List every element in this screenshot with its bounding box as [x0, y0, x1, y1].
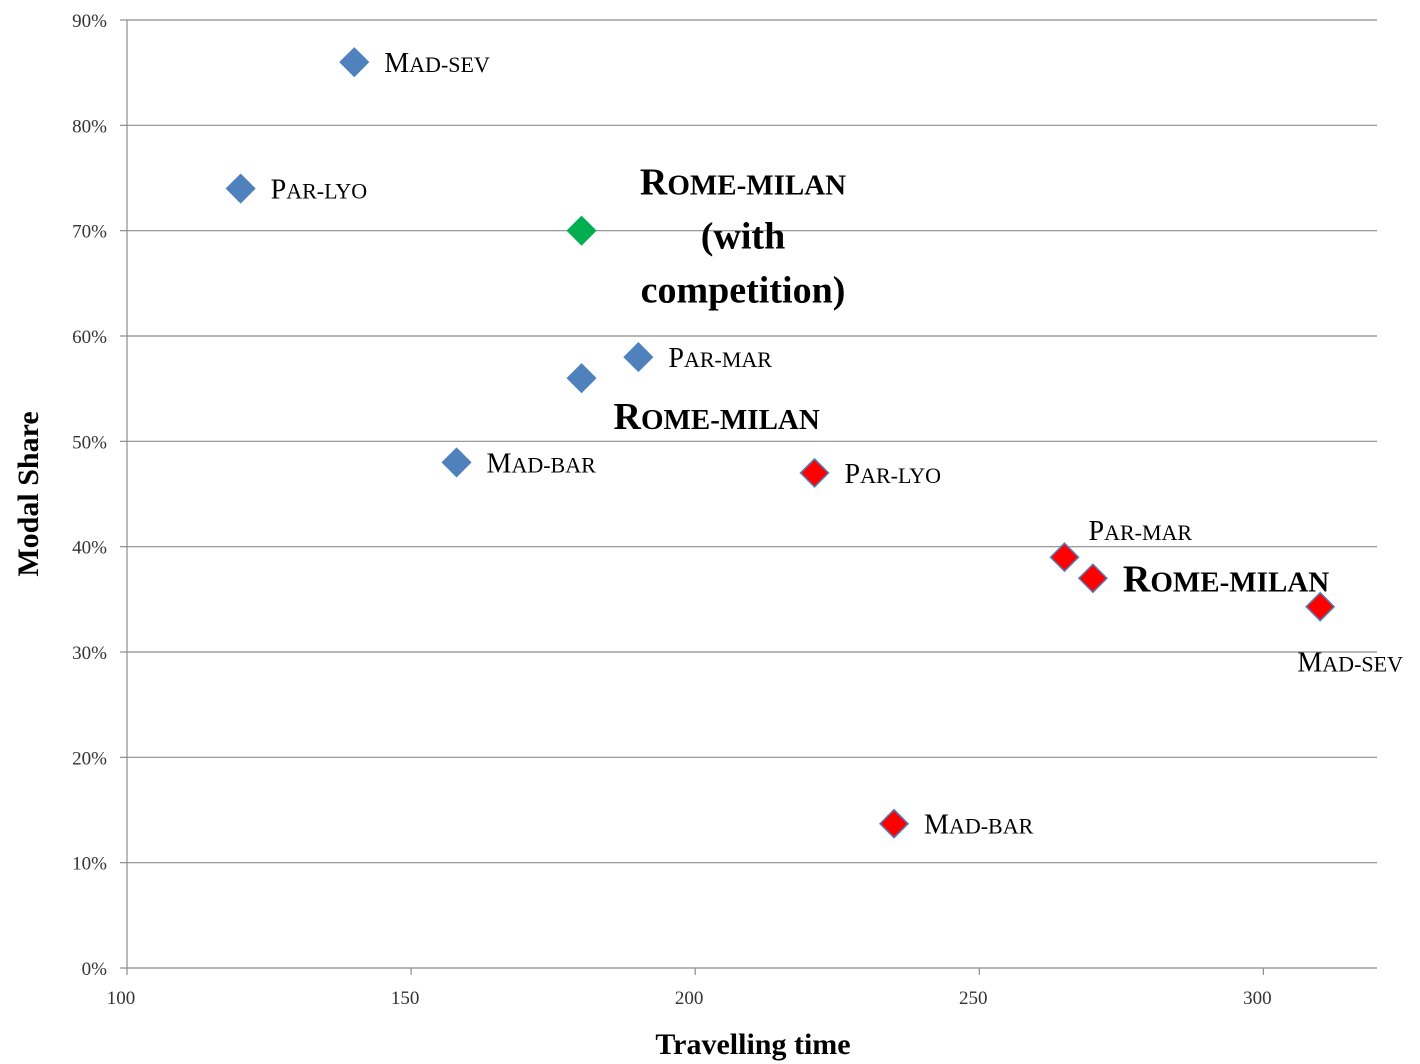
- data-point: [799, 457, 830, 488]
- y-tick-label: 10%: [72, 854, 107, 875]
- data-label: MAD-SEV: [384, 48, 490, 79]
- data-labels: MAD-SEV PAR-LYO PAR-MAR ROME-MILAN MAD-BAR RO…: [271, 48, 1403, 841]
- data-label: PAR-MAR: [668, 343, 772, 374]
- data-label: PAR-LYO: [271, 175, 367, 206]
- x-tick-label: 200: [675, 988, 704, 1009]
- x-tick-label: 300: [1243, 988, 1272, 1009]
- data-point: [339, 47, 370, 78]
- data-point: [1049, 542, 1080, 573]
- data-point: [566, 363, 597, 394]
- x-tick-label: 150: [391, 988, 420, 1009]
- data-point: [441, 447, 472, 478]
- data-points: [225, 47, 1336, 839]
- data-label: ROME-MILAN (with competition): [640, 162, 846, 312]
- x-axis-title: Travelling time: [655, 1028, 850, 1061]
- x-tick-label: 100: [107, 988, 136, 1009]
- data-point: [878, 808, 910, 839]
- data-label: MAD-BAR: [487, 448, 597, 479]
- axes: [120, 19, 1377, 975]
- y-tick-label: 50%: [72, 432, 107, 453]
- y-tick-label: 20%: [72, 748, 107, 769]
- data-point: [566, 215, 597, 246]
- data-point: [1077, 563, 1108, 594]
- data-label: PAR-LYO: [845, 459, 941, 490]
- y-tick-label: 60%: [72, 327, 107, 348]
- data-point: [225, 173, 256, 204]
- data-label: ROME-MILAN: [1123, 558, 1329, 600]
- data-label: MAD-SEV: [1297, 648, 1403, 679]
- y-tick-label: 80%: [72, 116, 107, 137]
- data-label: MAD-BAR: [924, 810, 1034, 841]
- x-tick-label: 250: [959, 988, 988, 1009]
- data-point: [623, 342, 654, 373]
- data-point: [1305, 591, 1336, 622]
- y-axis-title: Modal Share: [12, 411, 45, 576]
- y-tick-label: 90%: [72, 11, 107, 32]
- gridlines: [127, 19, 1377, 864]
- data-label: ROME-MILAN: [614, 396, 820, 438]
- y-tick-label: 40%: [72, 538, 107, 559]
- y-tick-label: 30%: [72, 643, 107, 664]
- tick-labels: 0% 10% 20% 30% 40% 50% 60% 70% 80% 90% 100 150 200 25…: [72, 11, 1271, 1009]
- y-tick-label: 70%: [72, 222, 107, 243]
- y-tick-label: 0%: [82, 959, 108, 980]
- data-label: PAR-MAR: [1089, 516, 1193, 547]
